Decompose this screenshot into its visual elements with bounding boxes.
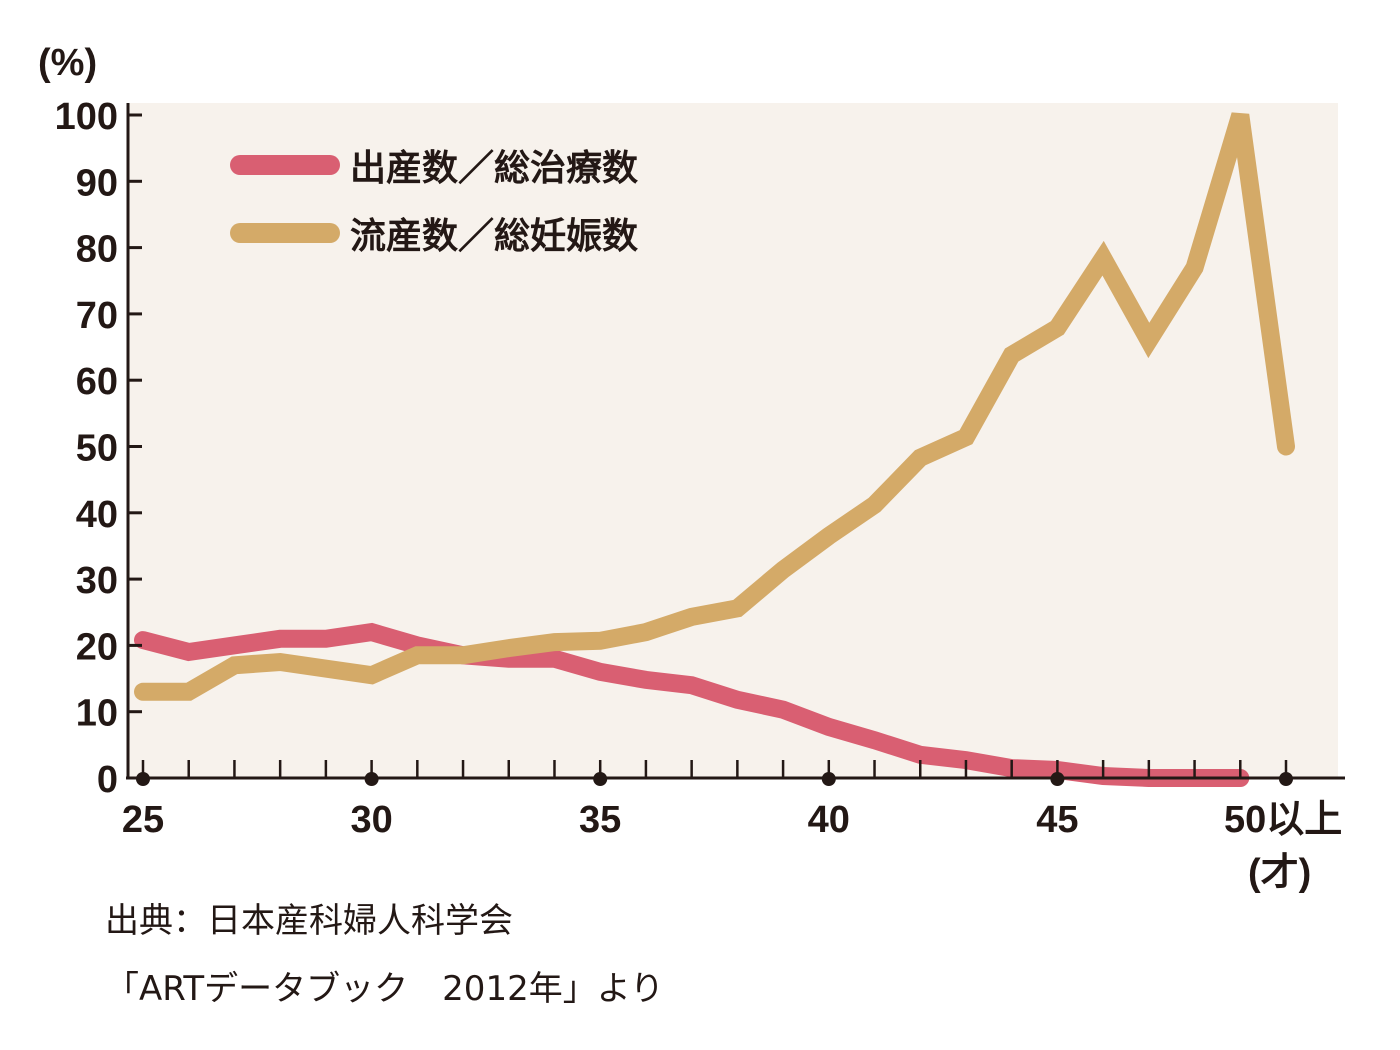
x-tick-label: 45 xyxy=(1036,799,1078,841)
x-tick-label: 30 xyxy=(350,799,392,841)
source-line-2: 「ARTデータブック 2012年」より xyxy=(105,969,664,1009)
y-tick-label: 100 xyxy=(55,96,118,138)
y-tick-label: 70 xyxy=(76,295,118,337)
x-tick-label: 25 xyxy=(122,799,164,841)
x-tick-label: 40 xyxy=(808,799,850,841)
y-tick-label: 30 xyxy=(76,560,118,602)
legend: 出産数／総治療数 流産数／総妊娠数 xyxy=(230,148,638,257)
x-major-tick-dot xyxy=(136,772,150,786)
x-major-tick-dot xyxy=(1050,772,1065,786)
x-major-tick-dot xyxy=(593,772,608,786)
y-axis-unit-label: (%) xyxy=(38,42,97,84)
y-tick-label: 90 xyxy=(76,162,118,204)
legend-label-miscarriage: 流産数／総妊娠数 xyxy=(350,216,638,257)
y-tick-label: 0 xyxy=(97,759,118,801)
y-tick-label: 60 xyxy=(76,361,118,403)
y-tick-label: 50 xyxy=(76,428,118,470)
series-line-miscarriages-per-pregnancy xyxy=(134,112,1295,701)
x-tick-label: 35 xyxy=(579,799,621,841)
source-line-1: 出典：日本産科婦人科学会 xyxy=(105,901,513,941)
plot-background xyxy=(128,103,1338,778)
x-tick-label: 50以上 xyxy=(1224,799,1342,841)
y-tick-label: 40 xyxy=(76,494,118,536)
y-tick-label: 20 xyxy=(76,626,118,668)
x-major-tick-dot xyxy=(364,772,379,786)
y-tick-label: 80 xyxy=(76,229,118,271)
y-tick-label: 10 xyxy=(76,693,118,735)
x-major-tick-dot xyxy=(1279,772,1293,786)
legend-label-births: 出産数／総治療数 xyxy=(350,148,638,189)
x-axis-unit-label: (才) xyxy=(1248,852,1311,894)
x-major-tick-dot xyxy=(821,772,836,786)
